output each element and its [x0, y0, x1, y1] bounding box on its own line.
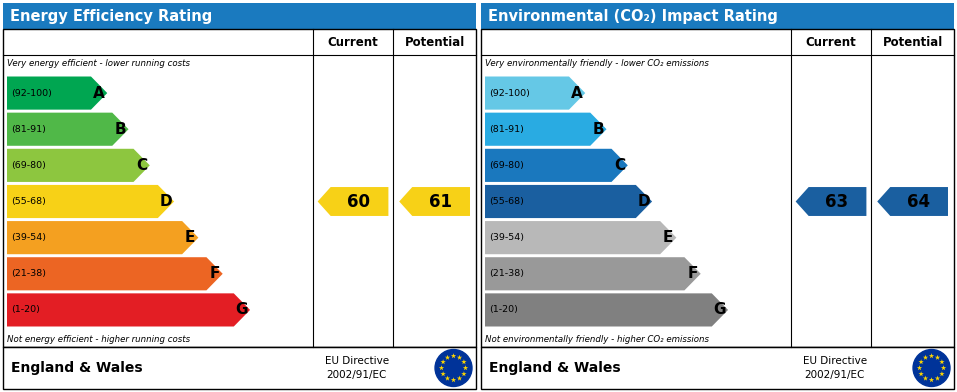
Bar — [481, 347, 954, 389]
Text: (21-38): (21-38) — [489, 269, 524, 278]
Text: England & Wales: England & Wales — [489, 361, 621, 375]
Polygon shape — [878, 187, 948, 216]
Polygon shape — [7, 257, 223, 290]
Text: (39-54): (39-54) — [489, 233, 524, 242]
Text: (21-38): (21-38) — [11, 269, 46, 278]
Polygon shape — [440, 371, 446, 376]
Polygon shape — [440, 359, 446, 364]
Polygon shape — [461, 359, 467, 364]
Polygon shape — [456, 355, 462, 360]
Polygon shape — [7, 76, 107, 110]
Polygon shape — [935, 355, 940, 360]
Polygon shape — [318, 187, 389, 216]
Text: 63: 63 — [825, 192, 848, 211]
Text: (1-20): (1-20) — [489, 305, 518, 314]
Polygon shape — [7, 149, 150, 182]
Text: 64: 64 — [906, 192, 930, 211]
Text: EU Directive
2002/91/EC: EU Directive 2002/91/EC — [803, 356, 867, 379]
Polygon shape — [485, 257, 701, 290]
Text: (69-80): (69-80) — [489, 161, 523, 170]
Polygon shape — [485, 113, 607, 146]
Text: G: G — [235, 303, 248, 318]
Polygon shape — [923, 355, 928, 360]
Polygon shape — [399, 187, 470, 216]
Polygon shape — [445, 355, 450, 360]
Text: (1-20): (1-20) — [11, 305, 40, 314]
Polygon shape — [7, 113, 128, 146]
Text: Very energy efficient - lower running costs: Very energy efficient - lower running co… — [7, 59, 190, 68]
Text: Not environmentally friendly - higher CO₂ emissions: Not environmentally friendly - higher CO… — [485, 335, 709, 344]
Polygon shape — [923, 376, 928, 381]
Text: England & Wales: England & Wales — [11, 361, 143, 375]
Polygon shape — [439, 365, 444, 370]
Bar — [3, 3, 476, 29]
Polygon shape — [485, 293, 728, 327]
Text: Not energy efficient - higher running costs: Not energy efficient - higher running co… — [7, 335, 190, 344]
Text: B: B — [115, 122, 126, 137]
Polygon shape — [445, 376, 450, 381]
Text: Current: Current — [806, 36, 857, 49]
Circle shape — [913, 350, 950, 387]
Text: (81-91): (81-91) — [489, 125, 523, 134]
Bar — [3, 29, 476, 347]
Polygon shape — [456, 376, 462, 381]
Polygon shape — [485, 76, 586, 110]
Text: (92-100): (92-100) — [489, 89, 530, 98]
Bar — [481, 3, 954, 29]
Text: Very environmentally friendly - lower CO₂ emissions: Very environmentally friendly - lower CO… — [485, 59, 709, 68]
Text: 61: 61 — [429, 192, 452, 211]
Polygon shape — [451, 353, 456, 358]
Polygon shape — [485, 185, 652, 218]
Text: EU Directive
2002/91/EC: EU Directive 2002/91/EC — [324, 356, 389, 379]
Polygon shape — [929, 377, 934, 382]
Polygon shape — [795, 187, 866, 216]
Polygon shape — [7, 221, 198, 254]
Text: A: A — [571, 85, 583, 101]
Text: E: E — [663, 230, 674, 245]
Text: D: D — [160, 194, 172, 209]
Polygon shape — [917, 365, 923, 370]
Text: C: C — [136, 158, 147, 173]
Text: (39-54): (39-54) — [11, 233, 46, 242]
Text: D: D — [637, 194, 650, 209]
Text: C: C — [614, 158, 625, 173]
Text: Energy Efficiency Rating: Energy Efficiency Rating — [10, 9, 212, 24]
Bar — [3, 347, 476, 389]
Text: G: G — [714, 303, 726, 318]
Text: A: A — [93, 85, 105, 101]
Text: (55-68): (55-68) — [489, 197, 523, 206]
Text: (69-80): (69-80) — [11, 161, 46, 170]
Text: F: F — [210, 266, 220, 281]
Text: (81-91): (81-91) — [11, 125, 46, 134]
Polygon shape — [485, 221, 677, 254]
Text: Environmental (CO₂) Impact Rating: Environmental (CO₂) Impact Rating — [488, 9, 778, 24]
Text: (92-100): (92-100) — [11, 89, 52, 98]
Polygon shape — [461, 371, 467, 376]
Text: E: E — [185, 230, 195, 245]
Text: Current: Current — [327, 36, 378, 49]
Text: Potential: Potential — [882, 36, 943, 49]
Text: F: F — [687, 266, 698, 281]
Polygon shape — [939, 371, 945, 376]
Text: 60: 60 — [347, 192, 370, 211]
Polygon shape — [929, 353, 934, 358]
Bar — [481, 29, 954, 347]
Text: Potential: Potential — [405, 36, 465, 49]
Polygon shape — [451, 377, 456, 382]
Text: (55-68): (55-68) — [11, 197, 46, 206]
Polygon shape — [919, 371, 924, 376]
Polygon shape — [485, 149, 628, 182]
Polygon shape — [941, 365, 946, 370]
Polygon shape — [939, 359, 945, 364]
Polygon shape — [919, 359, 924, 364]
Polygon shape — [935, 376, 940, 381]
Polygon shape — [7, 293, 250, 327]
Polygon shape — [463, 365, 468, 370]
Polygon shape — [7, 185, 174, 218]
Text: B: B — [592, 122, 604, 137]
Circle shape — [435, 350, 472, 387]
